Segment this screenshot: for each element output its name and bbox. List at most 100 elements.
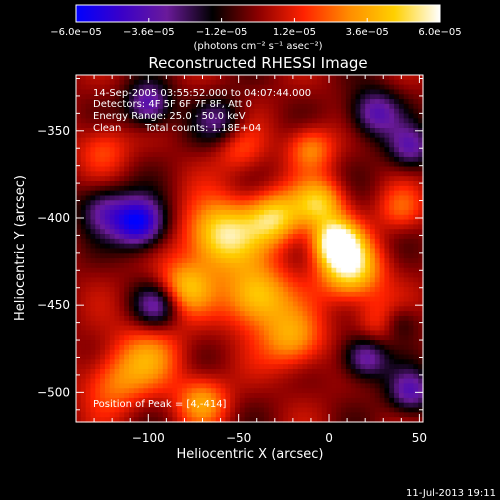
- heatmap-cell: [80, 200, 87, 206]
- heatmap-cell: [129, 118, 135, 124]
- heatmap-cell: [76, 296, 82, 303]
- heatmap-cell: [239, 349, 246, 356]
- heatmap-cell: [148, 243, 154, 250]
- heatmap-cell: [283, 383, 289, 389]
- heatmap-cell: [374, 262, 381, 269]
- heatmap-cell: [148, 137, 154, 144]
- heatmap-cell: [384, 253, 390, 259]
- heatmap-cell: [283, 253, 289, 259]
- heatmap-cell: [413, 234, 419, 240]
- heatmap-cell: [259, 397, 265, 404]
- heatmap-cell: [369, 344, 376, 351]
- heatmap-cell: [331, 383, 337, 389]
- heatmap-cell: [394, 253, 400, 259]
- heatmap-cell: [186, 344, 193, 351]
- heatmap-cell: [297, 195, 304, 201]
- heatmap-cell: [288, 368, 294, 375]
- heatmap-cell: [350, 378, 357, 385]
- heatmap-cell: [148, 359, 154, 365]
- heatmap-cell: [114, 84, 120, 91]
- heatmap-cell: [302, 171, 308, 177]
- heatmap-cell: [230, 335, 236, 341]
- heatmap-cell: [80, 176, 87, 182]
- heatmap-cell: [186, 234, 193, 240]
- heatmap-cell: [85, 364, 92, 370]
- heatmap-cell: [225, 364, 231, 370]
- heatmap-cell: [148, 108, 154, 115]
- heatmap-cell: [350, 113, 357, 119]
- heatmap-cell: [201, 287, 207, 293]
- heatmap-cell: [215, 383, 222, 389]
- heatmap-cell: [182, 262, 188, 269]
- heatmap-cell: [90, 354, 96, 360]
- heatmap-cell: [162, 373, 169, 380]
- heatmap-cell: [394, 267, 400, 274]
- heatmap-cell: [90, 103, 96, 110]
- heatmap-cell: [114, 325, 120, 332]
- heatmap-cell: [90, 195, 96, 201]
- heatmap-cell: [109, 176, 116, 182]
- heatmap-cell: [249, 166, 255, 172]
- heatmap-cell: [215, 335, 222, 341]
- heatmap-cell: [186, 224, 193, 230]
- heatmap-cell: [109, 296, 116, 303]
- heatmap-cell: [215, 128, 222, 134]
- heatmap-cell: [283, 142, 289, 148]
- heatmap-cell: [239, 103, 246, 110]
- heatmap-cell: [235, 282, 241, 288]
- heatmap-cell: [239, 79, 246, 86]
- heatmap-cell: [215, 142, 222, 148]
- heatmap-cell: [220, 108, 226, 115]
- heatmap-cell: [321, 185, 328, 192]
- heatmap-cell: [186, 214, 193, 221]
- heatmap-cell: [104, 142, 111, 148]
- heatmap-cell: [104, 243, 111, 250]
- heatmap-cell: [133, 171, 140, 177]
- heatmap-cell: [321, 349, 328, 356]
- heatmap-cell: [186, 205, 193, 211]
- heatmap-cell: [336, 108, 342, 115]
- heatmap-cell: [104, 388, 111, 394]
- heatmap-cell: [201, 166, 207, 172]
- heatmap-cell: [177, 277, 183, 283]
- heatmap-cell: [157, 311, 164, 317]
- heatmap-cell: [129, 190, 135, 197]
- heatmap-cell: [389, 176, 395, 182]
- heatmap-cell: [225, 224, 231, 230]
- heatmap-cell: [379, 373, 386, 380]
- heatmap-cell: [350, 364, 357, 370]
- heatmap-cell: [76, 330, 82, 336]
- heatmap-cell: [177, 132, 183, 139]
- heatmap-cell: [206, 99, 212, 105]
- heatmap-cell: [244, 103, 251, 110]
- heatmap-cell: [210, 181, 217, 187]
- heatmap-cell: [157, 185, 164, 192]
- heatmap-cell: [162, 282, 169, 288]
- heatmap-cell: [196, 340, 202, 346]
- heatmap-cell: [85, 330, 92, 336]
- heatmap-cell: [278, 262, 284, 269]
- heatmap-cell: [230, 132, 236, 139]
- heatmap-cell: [394, 306, 400, 312]
- heatmap-cell: [268, 262, 275, 269]
- heatmap-cell: [182, 84, 188, 91]
- heatmap-cell: [143, 190, 149, 197]
- heatmap-cell: [259, 383, 265, 389]
- heatmap-cell: [119, 176, 125, 182]
- heatmap-cell: [374, 248, 381, 254]
- heatmap-cell: [336, 378, 342, 385]
- heatmap-cell: [292, 253, 299, 259]
- heatmap-cell: [191, 161, 198, 168]
- heatmap-cell: [389, 108, 395, 115]
- heatmap-cell: [177, 388, 183, 394]
- heatmap-cell: [283, 373, 289, 380]
- heatmap-cell: [394, 152, 400, 158]
- heatmap-cell: [133, 108, 140, 115]
- heatmap-cell: [153, 123, 159, 129]
- heatmap-cell: [85, 378, 92, 385]
- heatmap-cell: [80, 315, 87, 322]
- heatmap-cell: [408, 147, 414, 153]
- heatmap-cell: [307, 224, 313, 230]
- heatmap-cell: [244, 161, 251, 168]
- heatmap-cell: [162, 156, 169, 163]
